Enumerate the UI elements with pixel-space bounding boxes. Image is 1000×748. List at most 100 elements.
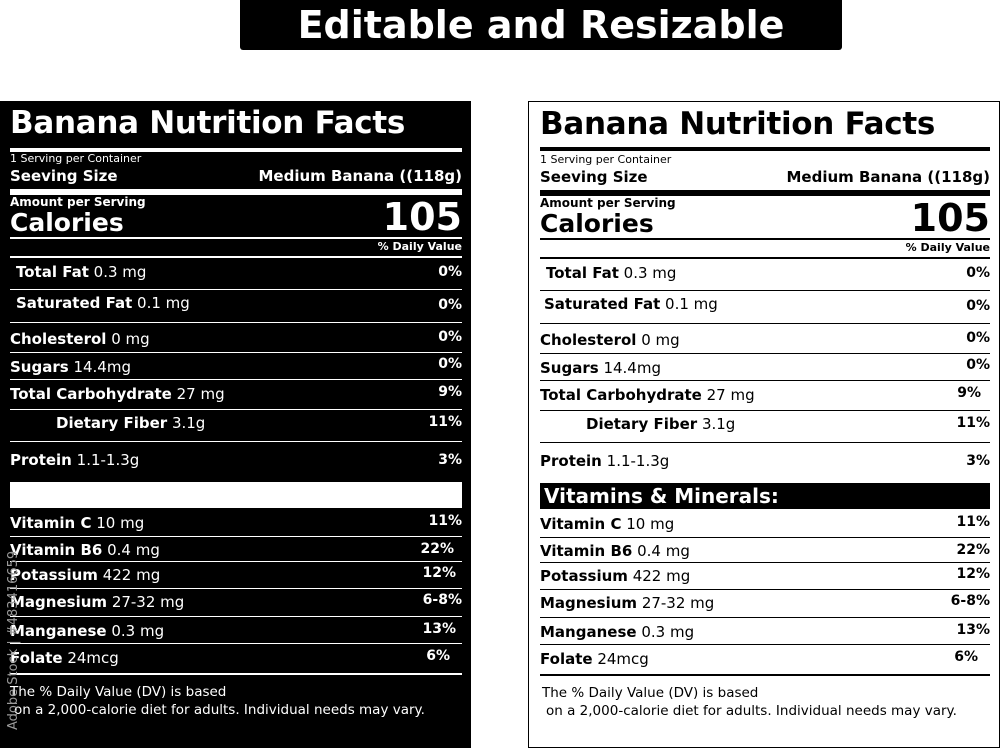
- nutrient-dv: 11%: [428, 414, 462, 430]
- calories-value: 105: [910, 196, 990, 240]
- vitamins-header-bar: Vitamins & Minerals:: [540, 483, 990, 509]
- divider: [540, 410, 990, 411]
- vitamin-row-magnesium: Magnesium 27-32 mg: [540, 594, 715, 612]
- nutrient-dv: 11%: [956, 415, 990, 431]
- vitamin-row-folate: Folate 24mcg: [10, 649, 119, 667]
- vitamin-dv: 6-8%: [422, 592, 462, 608]
- nutrient-row-total-fat: Total Fat 0.3 mg: [546, 264, 677, 282]
- nutrition-label-dark: Banana Nutrition Facts 1 Serving per Con…: [0, 101, 471, 748]
- nutrient-dv: 9%: [957, 385, 981, 401]
- divider: [10, 673, 462, 675]
- nutrient-row-dietary-fiber: Dietary Fiber 3.1g: [56, 414, 206, 432]
- label-title: Banana Nutrition Facts: [10, 105, 405, 141]
- serving-size-value: Medium Banana ((118g): [786, 168, 990, 186]
- footnote-line-2: on a 2,000-calorie diet for adults. Indi…: [14, 702, 425, 718]
- vitamins-header: Vitamins & Minerals:: [544, 484, 779, 508]
- vitamin-row-manganese: Manganese 0.3 mg: [10, 622, 165, 640]
- nutrient-row-total-carbohydrate: Total Carbohydrate 27 mg: [10, 385, 225, 403]
- nutrient-dv: 0%: [438, 329, 462, 345]
- divider: [10, 256, 462, 258]
- vitamin-row-vitamin-c: Vitamin C 10 mg: [540, 515, 675, 533]
- nutrient-dv: 0%: [966, 330, 990, 346]
- nutrient-dv: 0%: [966, 357, 990, 373]
- banner-title: Editable and Resizable: [297, 3, 785, 47]
- nutrient-dv: 3%: [438, 452, 462, 468]
- calories-label: Calories: [10, 208, 124, 237]
- divider: [10, 643, 462, 644]
- vitamin-dv: 11%: [428, 513, 462, 529]
- vitamin-dv: 22%: [956, 542, 990, 558]
- vitamin-dv: 22%: [420, 541, 454, 557]
- divider: [540, 257, 990, 259]
- vitamin-row-magnesium: Magnesium 27-32 mg: [10, 593, 185, 611]
- divider: [540, 380, 990, 381]
- nutrient-row-sugars: Sugars 14.4mg: [540, 359, 661, 377]
- servings-per-container: 1 Serving per Container: [540, 153, 672, 166]
- divider: [540, 589, 990, 590]
- divider: [10, 289, 462, 290]
- divider: [10, 189, 462, 195]
- vitamin-dv: 6%: [426, 648, 450, 664]
- calories-label: Calories: [540, 209, 654, 238]
- nutrient-dv: 0%: [438, 297, 462, 313]
- divider: [10, 409, 462, 410]
- serving-size-label: Seeving Size: [10, 167, 118, 185]
- vitamin-dv: 6-8%: [950, 593, 990, 609]
- footnote-line-1: The % Daily Value (DV) is based: [542, 685, 759, 701]
- divider: [10, 379, 462, 380]
- vitamin-row-potassium: Potassium 422 mg: [10, 566, 161, 584]
- divider: [540, 644, 990, 645]
- vitamin-row-vitamin-b6: Vitamin B6 0.4 mg: [10, 541, 160, 559]
- divider: [540, 238, 990, 240]
- vitamin-row-vitamin-b6: Vitamin B6 0.4 mg: [540, 542, 690, 560]
- vitamin-dv: 13%: [422, 621, 456, 637]
- serving-size-value: Medium Banana ((118g): [258, 167, 462, 185]
- amount-per-serving: Amount per Serving: [10, 195, 146, 209]
- nutrient-row-total-carbohydrate: Total Carbohydrate 27 mg: [540, 386, 755, 404]
- nutrient-row-cholesterol: Cholesterol 0 mg: [540, 331, 680, 349]
- nutrient-row-dietary-fiber: Dietary Fiber 3.1g: [586, 415, 736, 433]
- divider: [540, 147, 990, 151]
- divider: [540, 442, 990, 443]
- divider: [10, 148, 462, 152]
- nutrient-dv: 3%: [966, 453, 990, 469]
- nutrient-dv: 9%: [438, 384, 462, 400]
- nutrient-row-protein: Protein 1.1-1.3g: [540, 452, 670, 470]
- nutrient-row-sugars: Sugars 14.4mg: [10, 358, 131, 376]
- nutrient-dv: 0%: [966, 298, 990, 314]
- divider: [540, 323, 990, 324]
- nutrient-row-protein: Protein 1.1-1.3g: [10, 451, 140, 469]
- vitamin-dv: 12%: [956, 566, 990, 582]
- divider: [10, 352, 462, 353]
- label-title: Banana Nutrition Facts: [540, 106, 935, 142]
- divider: [10, 237, 462, 239]
- amount-per-serving: Amount per Serving: [540, 196, 676, 210]
- divider: [540, 290, 990, 291]
- divider: [540, 674, 990, 676]
- serving-size-label: Seeving Size: [540, 168, 648, 186]
- divider: [10, 561, 462, 562]
- vitamin-row-potassium: Potassium 422 mg: [540, 567, 691, 585]
- nutrient-dv: 0%: [438, 356, 462, 372]
- stock-watermark: Adobe Stock | #483416659: [4, 490, 24, 740]
- nutrient-row-saturated-fat: Saturated Fat 0.1 mg: [16, 294, 190, 312]
- banner: Editable and Resizable: [240, 0, 842, 50]
- calories-value: 105: [382, 195, 462, 239]
- watermark-text: Adobe Stock | #483416659: [6, 550, 21, 730]
- footnote-line-2: on a 2,000-calorie diet for adults. Indi…: [546, 703, 957, 719]
- footnote-line-1: The % Daily Value (DV) is based: [10, 684, 227, 700]
- divider: [540, 562, 990, 563]
- daily-value-header: % Daily Value: [377, 240, 462, 253]
- nutrient-row-cholesterol: Cholesterol 0 mg: [10, 330, 150, 348]
- nutrition-label-light: Banana Nutrition Facts 1 Serving per Con…: [528, 101, 1000, 748]
- nutrient-dv: 0%: [438, 264, 462, 280]
- vitamin-dv: 11%: [956, 514, 990, 530]
- daily-value-header: % Daily Value: [905, 241, 990, 254]
- nutrient-row-saturated-fat: Saturated Fat 0.1 mg: [544, 295, 718, 313]
- divider: [10, 536, 462, 537]
- vitamin-dv: 6%: [954, 649, 978, 665]
- divider: [540, 353, 990, 354]
- vitamins-header-bar: [10, 482, 462, 508]
- vitamin-row-folate: Folate 24mcg: [540, 650, 649, 668]
- divider: [540, 537, 990, 538]
